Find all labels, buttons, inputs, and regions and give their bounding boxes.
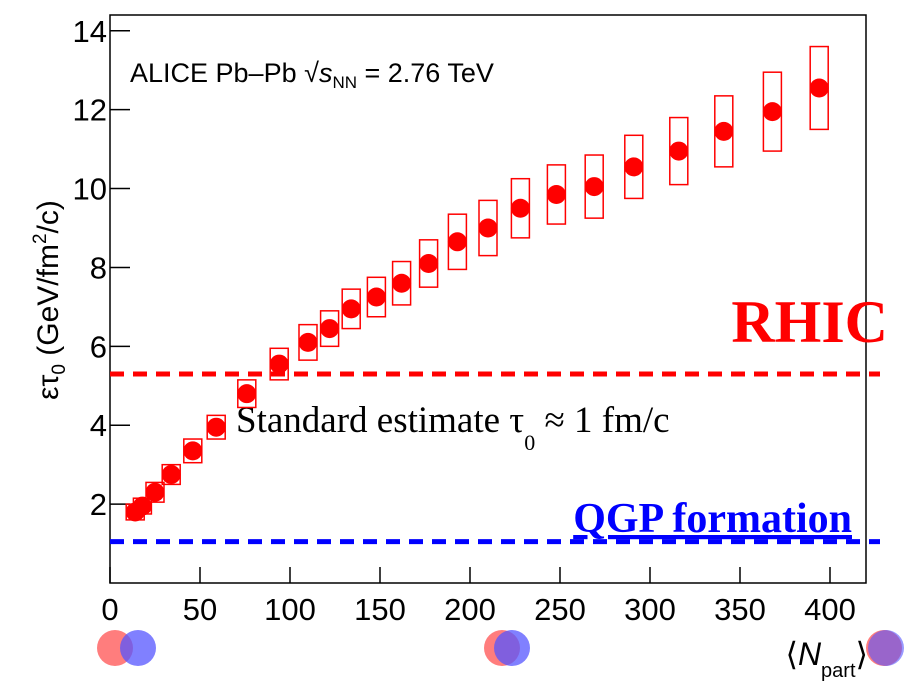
y-label-part: (GeV/fm (32, 244, 65, 364)
data-point (320, 319, 340, 339)
nucleus-icons (97, 630, 904, 666)
estimate-note: Standard estimate τ0 ≈ 1 fm/c (236, 400, 670, 455)
y-label-part: ετ (32, 374, 65, 399)
data-point (183, 441, 203, 461)
data-point (419, 254, 439, 273)
x-label-part: ⟩ (856, 636, 868, 672)
annotation-part: √ (304, 58, 319, 88)
data-point (510, 198, 530, 218)
x-tick-label: 100 (264, 592, 316, 627)
data-point (809, 78, 829, 98)
annotation-part: NN (332, 73, 357, 92)
y-tick-label: 12 (73, 93, 107, 128)
data-point (624, 157, 644, 177)
data-point (341, 299, 361, 319)
y-label-part: 0 (49, 364, 70, 375)
data-point (392, 273, 412, 293)
nucleus (868, 630, 904, 666)
x-tick-label: 0 (101, 592, 118, 627)
annotation-part: = 2.76 TeV (357, 58, 494, 88)
data-point (145, 482, 165, 502)
reference-label: RHIC (731, 289, 888, 355)
y-tick-label: 14 (73, 14, 107, 49)
x-label-part: N (798, 636, 822, 672)
y-tick-label: 8 (90, 250, 107, 285)
data-point (762, 102, 782, 122)
data-point (161, 465, 181, 485)
note-part: ≈ 1 fm/c (535, 400, 669, 441)
nucleus (120, 630, 156, 666)
data-series (125, 45, 829, 522)
data-point (584, 177, 604, 197)
experiment-label: ALICE Pb–Pb √sNN = 2.76 TeV (130, 58, 494, 92)
x-label-part: ⟨ (785, 636, 797, 672)
x-tick-label: 200 (444, 592, 496, 627)
y-tick-label: 4 (90, 408, 107, 443)
x-tick-label: 300 (624, 592, 676, 627)
data-point (206, 417, 226, 437)
data-point (298, 332, 318, 352)
y-label-part: 2 (30, 233, 51, 244)
annotation-part: s (319, 58, 333, 88)
reference-label: QGP formation (573, 496, 852, 542)
data-point (447, 232, 467, 252)
data-point (478, 218, 498, 238)
data-point (237, 384, 257, 404)
x-tick-label: 250 (534, 592, 586, 627)
data-point (546, 184, 566, 204)
plot-frame (109, 14, 867, 584)
note-part: 0 (524, 430, 535, 455)
y-tick-label: 6 (90, 329, 107, 364)
x-tick-label: 350 (714, 592, 766, 627)
annotation-part: ALICE Pb–Pb (130, 58, 304, 88)
data-point (132, 496, 152, 516)
note-part: Standard estimate τ (236, 400, 524, 441)
x-axis-label: ⟨Npart⟩ (785, 636, 868, 682)
y-tick-label: 2 (90, 487, 107, 522)
y-label-part: /c) (32, 200, 65, 233)
nucleus (494, 630, 530, 666)
y-axis-label: ετ0 (GeV/fm2/c) (30, 200, 70, 400)
y-tick-label: 10 (73, 172, 107, 207)
data-point (669, 141, 689, 161)
x-label-part: part (821, 660, 856, 682)
data-point (269, 354, 289, 374)
x-tick-label: 400 (804, 592, 856, 627)
x-tick-label: 50 (183, 592, 217, 627)
x-tick-label: 150 (354, 592, 406, 627)
data-point (366, 287, 386, 307)
data-point (714, 121, 734, 141)
